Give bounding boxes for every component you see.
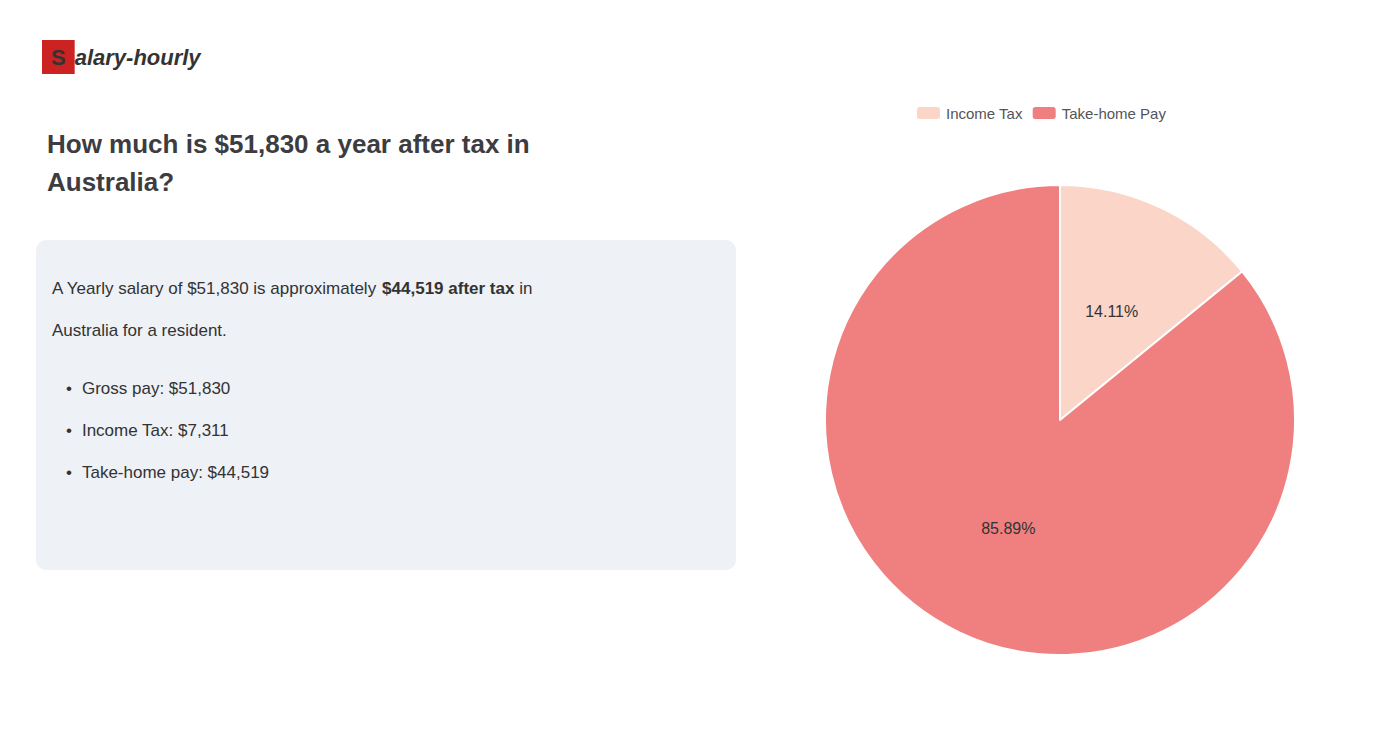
svg-text:in: in <box>514 279 532 298</box>
svg-text:S: S <box>51 45 66 70</box>
svg-text:85.89%: 85.89% <box>981 520 1035 537</box>
svg-text:$44,519 after tax: $44,519 after tax <box>382 279 515 298</box>
svg-text:Gross pay: $51,830: Gross pay: $51,830 <box>82 379 230 398</box>
svg-text:A Yearly salary of $51,830 is: A Yearly salary of $51,830 is approximat… <box>52 279 381 298</box>
svg-text:•: • <box>66 379 72 398</box>
svg-text:Australia for a resident.: Australia for a resident. <box>52 321 227 340</box>
svg-text:14.11%: 14.11% <box>1085 303 1138 320</box>
svg-text:Take-home pay: $44,519: Take-home pay: $44,519 <box>82 463 269 482</box>
svg-text:•: • <box>66 463 72 482</box>
svg-text:Income Tax: Income Tax <box>946 105 1023 122</box>
svg-text:alary-hourly: alary-hourly <box>75 45 203 70</box>
svg-text:How much is $51,830 a year aft: How much is $51,830 a year after tax in <box>47 129 530 159</box>
svg-text:Take-home Pay: Take-home Pay <box>1062 105 1167 122</box>
svg-text:Australia?: Australia? <box>47 167 174 197</box>
svg-text:•: • <box>66 421 72 440</box>
svg-text:Income Tax: $7,311: Income Tax: $7,311 <box>82 421 229 440</box>
